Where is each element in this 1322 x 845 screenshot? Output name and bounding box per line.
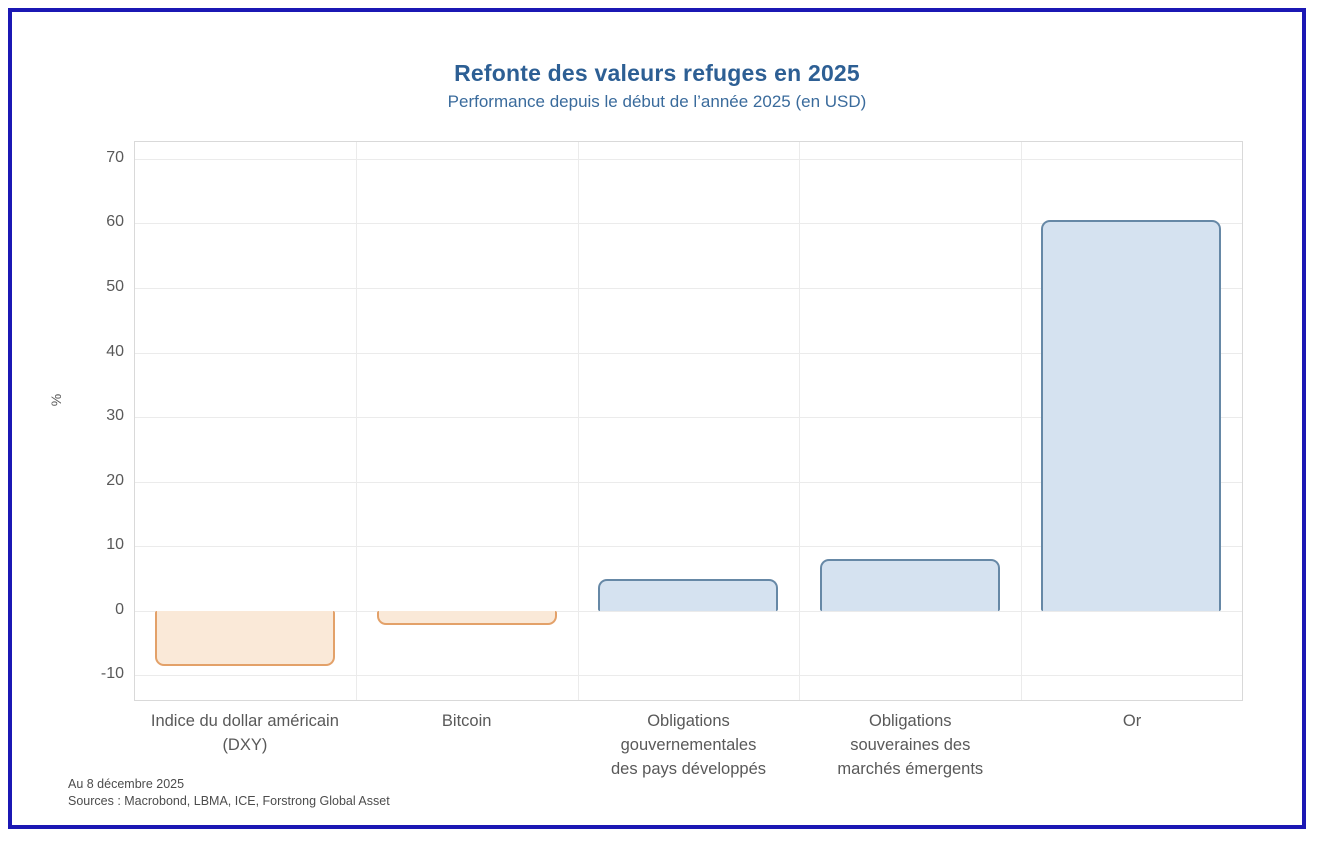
x-category-label-gold: Or xyxy=(1122,712,1142,730)
gridline-h--10 xyxy=(135,675,1242,676)
y-tick-label-50: 50 xyxy=(106,278,124,295)
as-of-date: Au 8 décembre 2025 xyxy=(68,777,185,791)
y-tick-label-60: 60 xyxy=(106,213,124,230)
gridline-h-50 xyxy=(135,288,1242,289)
y-tick-label-10: 10 xyxy=(106,536,124,553)
bar-bitcoin xyxy=(377,611,557,625)
chart-frame: Refonte des valeurs refuges en 2025 Perf… xyxy=(8,8,1306,829)
x-category-label-bitcoin: Bitcoin xyxy=(441,712,492,730)
gridline-v-1 xyxy=(356,142,357,700)
plot-area xyxy=(134,141,1243,701)
gridline-v-4 xyxy=(1021,142,1022,700)
chart-title: Refonte des valeurs refuges en 2025 xyxy=(454,60,860,86)
bar-gold xyxy=(1041,220,1221,611)
y-axis: 70 60 50 40 30 20 10 0 -10 xyxy=(12,141,124,701)
y-axis-label: % xyxy=(48,393,65,407)
x-axis-labels: Indice du dollar américain (DXY) Bitcoin O… xyxy=(134,709,1243,781)
y-tick-label--10: -10 xyxy=(100,665,124,682)
x-category-label-dm-gov-bonds: Obligations gouvernementales des pays dé… xyxy=(610,712,766,778)
sources-note: Sources : Macrobond, LBMA, ICE, Forstron… xyxy=(68,794,390,808)
gridline-h-40 xyxy=(135,353,1242,354)
gridline-h-10 xyxy=(135,546,1242,547)
bar-dm-gov-bonds xyxy=(598,579,778,611)
gridline-h-0 xyxy=(135,611,1242,612)
bar-em-sov-bonds xyxy=(820,559,1000,611)
gridline-v-2 xyxy=(578,142,579,700)
y-tick-label-0: 0 xyxy=(115,601,124,618)
gridline-h-70 xyxy=(135,159,1242,160)
gridline-h-20 xyxy=(135,482,1242,483)
bar-dxy xyxy=(155,611,335,666)
y-tick-label-20: 20 xyxy=(106,472,124,489)
gridline-h-30 xyxy=(135,417,1242,418)
x-category-label-em-sov-bonds: Obligations souveraines des marchés émer… xyxy=(837,712,984,778)
y-tick-label-70: 70 xyxy=(106,149,124,166)
gridline-v-3 xyxy=(799,142,800,700)
y-tick-label-40: 40 xyxy=(106,343,124,360)
gridline-h-60 xyxy=(135,223,1242,224)
y-tick-label-30: 30 xyxy=(106,407,124,424)
chart-subtitle: Performance depuis le début de l’année 2… xyxy=(447,92,867,111)
x-category-label-dxy: Indice du dollar américain (DXY) xyxy=(150,712,339,754)
